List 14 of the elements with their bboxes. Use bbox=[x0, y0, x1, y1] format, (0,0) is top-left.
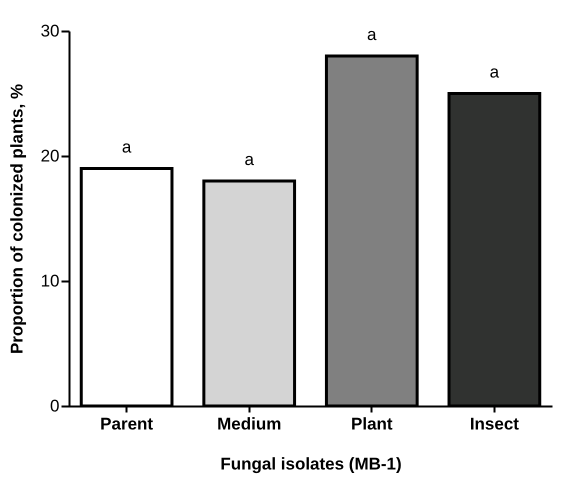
x-axis-title: Fungal isolates (MB-1) bbox=[220, 454, 402, 474]
x-tick-label: Insect bbox=[470, 414, 520, 434]
y-tick-label: 30 bbox=[40, 22, 60, 40]
x-tick-label: Plant bbox=[351, 414, 393, 434]
y-tick-label: 10 bbox=[40, 272, 60, 290]
y-tick-label: 20 bbox=[40, 146, 60, 166]
annotation: a bbox=[490, 62, 500, 82]
annotation: a bbox=[367, 25, 378, 44]
x-tick-label: Medium bbox=[217, 414, 282, 434]
annotation: a bbox=[122, 138, 132, 156]
x-tick-label: Parent bbox=[100, 414, 154, 434]
annotation: a bbox=[244, 150, 254, 169]
y-axis-title: Proportion of colonized plants, % bbox=[8, 84, 27, 354]
y-tick-label: 0 bbox=[50, 396, 60, 416]
